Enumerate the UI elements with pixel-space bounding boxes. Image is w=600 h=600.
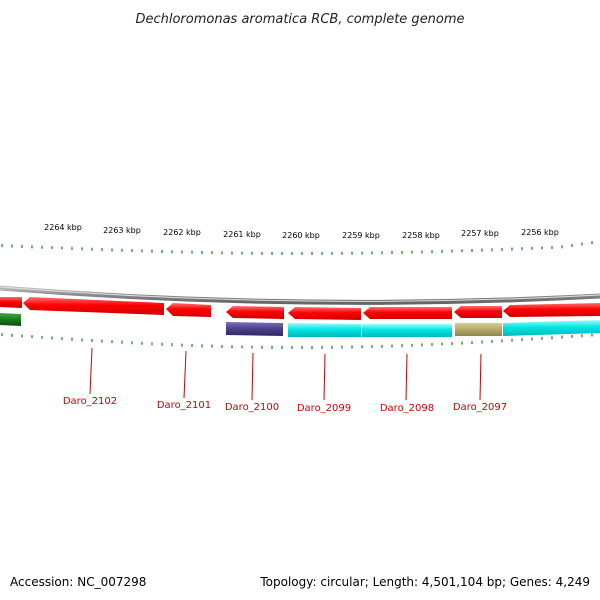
gene-arrow-forward[interactable] <box>23 297 164 315</box>
gene-block-cyan[interactable] <box>362 324 452 337</box>
gene-arrow-forward[interactable] <box>0 297 22 308</box>
gene-label[interactable]: Daro_2100 <box>225 402 279 413</box>
gene-label-leaders <box>89 347 482 401</box>
gene-arrow-forward[interactable] <box>166 303 211 317</box>
gene-block-purple[interactable] <box>226 322 283 336</box>
gene-block-cyan[interactable] <box>503 320 600 336</box>
gene-arrow-forward[interactable] <box>226 306 284 319</box>
genome-summary-label: Topology: circular; Length: 4,501,104 bp… <box>259 575 590 589</box>
gene-block-green[interactable] <box>0 313 21 326</box>
scale-label: 2263 kbp <box>103 226 141 235</box>
outer-scale-ticks <box>1 241 593 255</box>
gene-block-olive[interactable] <box>455 323 502 336</box>
scale-labels: 2264 kbp 2263 kbp 2262 kbp 2261 kbp 2260… <box>44 223 559 240</box>
forward-strand-genes <box>0 297 600 320</box>
gene-arrow-forward[interactable] <box>454 306 502 318</box>
gene-label[interactable]: Daro_2097 <box>453 402 507 413</box>
gene-labels: Daro_2102 Daro_2101 Daro_2100 Daro_2099 … <box>63 396 507 414</box>
gene-label[interactable]: Daro_2099 <box>297 403 351 414</box>
gene-arrow-forward[interactable] <box>288 307 361 320</box>
scale-label: 2259 kbp <box>342 231 380 240</box>
scale-label: 2261 kbp <box>223 230 261 239</box>
accession-label: Accession: NC_007298 <box>10 575 146 589</box>
gene-label[interactable]: Daro_2098 <box>380 403 434 414</box>
gene-arrow-forward[interactable] <box>503 303 600 317</box>
scale-label: 2256 kbp <box>521 228 559 237</box>
gene-label[interactable]: Daro_2102 <box>63 396 117 407</box>
gene-label[interactable]: Daro_2101 <box>157 400 211 411</box>
scale-label: 2257 kbp <box>461 229 499 238</box>
map-title: Dechloromonas aromatica RCB, complete ge… <box>135 12 464 27</box>
scale-label: 2264 kbp <box>44 223 82 232</box>
gene-arrow-forward[interactable] <box>363 307 452 319</box>
scale-label: 2262 kbp <box>163 228 201 237</box>
scale-label: 2258 kbp <box>402 231 440 240</box>
inner-scale-ticks <box>1 333 593 349</box>
scale-label: 2260 kbp <box>282 231 320 240</box>
reverse-strand-genes <box>0 313 600 337</box>
chromosome-backbone <box>0 285 600 305</box>
gene-block-cyan[interactable] <box>288 323 361 337</box>
